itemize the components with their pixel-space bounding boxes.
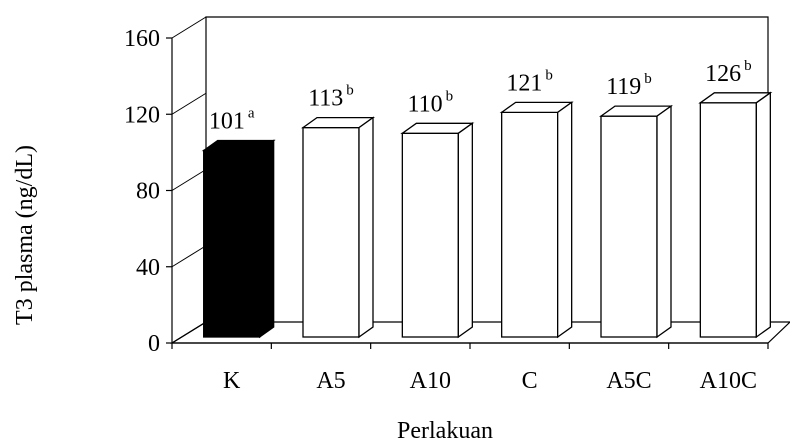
x-tick-label: A5C xyxy=(606,368,651,394)
y-tick-depth xyxy=(171,245,207,268)
value-number: 101 xyxy=(209,108,245,134)
bar-side xyxy=(457,122,473,339)
value-number: 119 xyxy=(606,74,641,100)
y-tick-label: 80 xyxy=(136,179,160,205)
y-tick-depth xyxy=(171,169,207,191)
bar-a5 xyxy=(300,116,376,339)
value-label: 121 b xyxy=(506,67,553,96)
axes: 0 40 80 120 160 xyxy=(124,16,769,357)
bar-a10 xyxy=(400,122,475,339)
bar-c xyxy=(499,101,574,339)
x-tick-label: A10C xyxy=(700,368,757,394)
bar-front xyxy=(203,149,261,338)
y-tick-label: 40 xyxy=(136,255,160,281)
y-tick-label: 160 xyxy=(124,26,160,52)
value-label: 126 b xyxy=(705,58,752,87)
bar-front xyxy=(501,111,559,338)
value-label: 113 b xyxy=(308,83,354,112)
bars xyxy=(201,91,773,339)
value-number: 126 xyxy=(705,61,741,87)
back-wall xyxy=(205,16,769,322)
bar-side xyxy=(259,139,275,339)
y-tick-label: 120 xyxy=(124,102,160,128)
value-number: 121 xyxy=(506,70,542,96)
bar-front xyxy=(401,132,459,338)
y-axis-title: T3 plasma (ng/dL) xyxy=(12,145,38,325)
bar-front xyxy=(699,102,757,338)
bar-k xyxy=(201,139,276,339)
significance-letter: b xyxy=(744,58,752,74)
y-tick-depth xyxy=(171,16,207,39)
x-tick-label: A10 xyxy=(410,368,451,394)
bar-front xyxy=(600,115,658,338)
value-label: 101 a xyxy=(209,105,255,134)
x-tick-label: C xyxy=(522,368,538,394)
x-tick-label: A5 xyxy=(316,368,345,394)
x-tick-label: K xyxy=(223,368,241,394)
significance-letter: b xyxy=(446,88,454,104)
value-label: 110 b xyxy=(408,88,454,117)
value-number: 113 xyxy=(308,86,343,112)
bar-side xyxy=(358,116,374,339)
y-tick-label: 0 xyxy=(148,331,160,357)
significance-letter: b xyxy=(346,83,354,99)
bar-side xyxy=(656,104,672,339)
y-tick-depth xyxy=(171,321,207,344)
bar-side xyxy=(755,91,771,339)
x-axis-title: Perlakuan xyxy=(397,418,493,444)
value-label: 119 b xyxy=(606,71,652,100)
significance-letter: b xyxy=(545,67,553,83)
bar-a5c xyxy=(598,104,674,339)
significance-letter: b xyxy=(644,71,652,87)
y-tick-depth xyxy=(171,92,207,115)
bar-front xyxy=(302,126,360,338)
bar-a10c xyxy=(698,91,773,339)
value-number: 110 xyxy=(408,91,443,117)
bar-side xyxy=(557,101,573,339)
significance-letter: a xyxy=(248,105,255,121)
